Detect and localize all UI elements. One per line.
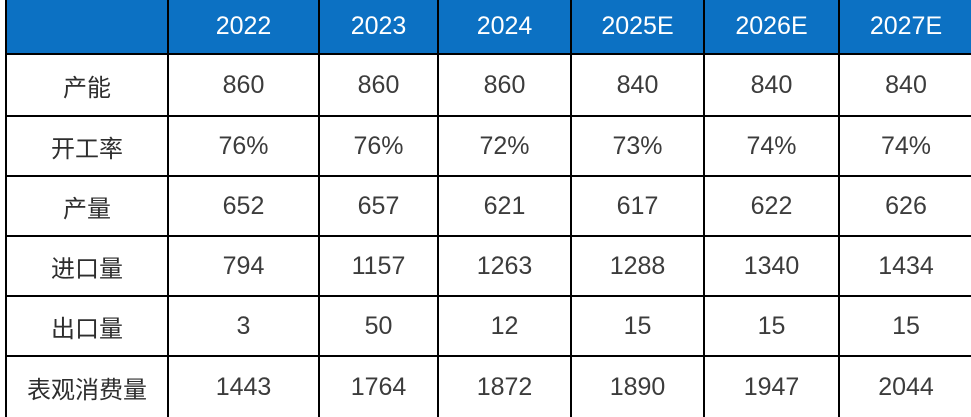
data-cell: 15 [570,295,705,357]
data-cell: 840 [570,53,705,117]
table-row-capacity: 产能 860 860 860 840 840 840 [5,53,971,117]
row-label: 出口量 [5,295,169,357]
data-cell: 1340 [703,235,840,297]
table-row-apparent-consumption: 表观消费量 1443 1764 1872 1890 1947 2044 [5,355,971,417]
row-label: 进口量 [5,235,169,297]
data-cell: 860 [318,53,439,117]
yearly-data-table-container: 2022 2023 2024 2025E 2026E 2027E 产能 860 … [5,0,971,417]
data-cell: 621 [437,175,572,237]
data-cell: 74% [703,115,840,177]
data-cell: 626 [838,175,971,237]
data-cell: 76% [167,115,320,177]
data-cell: 840 [838,53,971,117]
data-cell: 1288 [570,235,705,297]
table-row-exports: 出口量 3 50 12 15 15 15 [5,295,971,357]
data-cell: 76% [318,115,439,177]
data-cell: 12 [437,295,572,357]
header-cell-blank [5,0,169,55]
data-cell: 617 [570,175,705,237]
table-row-operating-rate: 开工率 76% 76% 72% 73% 74% 74% [5,115,971,177]
yearly-data-table: 2022 2023 2024 2025E 2026E 2027E 产能 860 … [5,0,971,417]
row-label: 表观消费量 [5,355,169,417]
header-cell-year: 2027E [838,0,971,55]
header-cell-year: 2026E [703,0,840,55]
data-cell: 622 [703,175,840,237]
data-cell: 657 [318,175,439,237]
row-label: 产能 [5,53,169,117]
data-cell: 50 [318,295,439,357]
data-cell: 73% [570,115,705,177]
header-row: 2022 2023 2024 2025E 2026E 2027E [5,0,971,55]
data-cell: 1263 [437,235,572,297]
table-row-imports: 进口量 794 1157 1263 1288 1340 1434 [5,235,971,297]
data-cell: 1872 [437,355,572,417]
data-cell: 1764 [318,355,439,417]
data-cell: 15 [703,295,840,357]
data-cell: 1157 [318,235,439,297]
data-cell: 652 [167,175,320,237]
data-cell: 2044 [838,355,971,417]
row-label: 产量 [5,175,169,237]
row-label: 开工率 [5,115,169,177]
table-row-production: 产量 652 657 621 617 622 626 [5,175,971,237]
header-cell-year: 2023 [318,0,439,55]
data-cell: 1443 [167,355,320,417]
header-cell-year: 2024 [437,0,572,55]
data-cell: 840 [703,53,840,117]
data-cell: 794 [167,235,320,297]
data-cell: 1434 [838,235,971,297]
data-cell: 3 [167,295,320,357]
data-cell: 1890 [570,355,705,417]
header-cell-year: 2022 [167,0,320,55]
data-cell: 74% [838,115,971,177]
data-cell: 1947 [703,355,840,417]
data-cell: 15 [838,295,971,357]
data-cell: 860 [167,53,320,117]
data-cell: 72% [437,115,572,177]
data-cell: 860 [437,53,572,117]
header-cell-year: 2025E [570,0,705,55]
